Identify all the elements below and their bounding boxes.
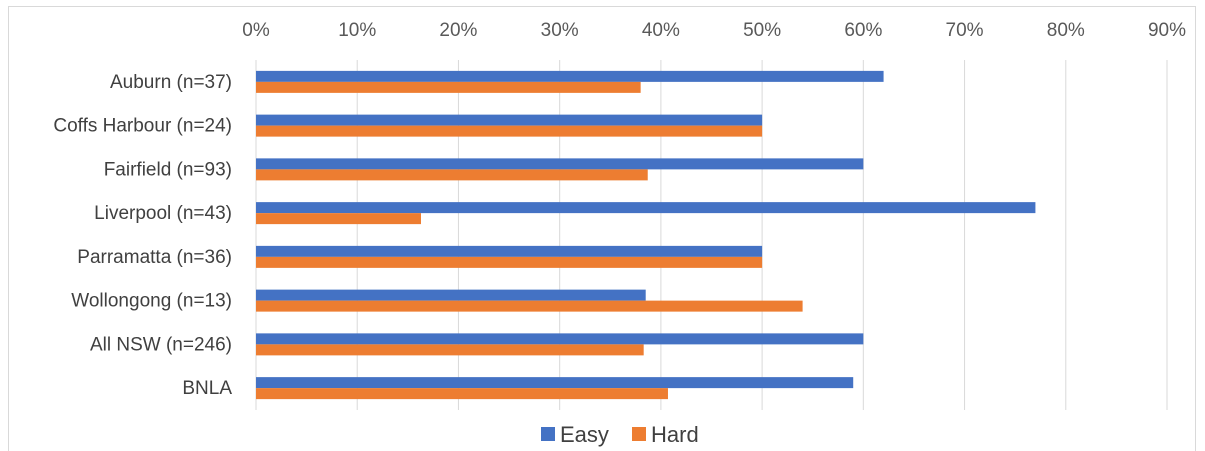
category-label: Fairfield (n=93) <box>104 159 232 180</box>
category-labels: Auburn (n=37) Coffs Harbour (n=24) Fairfie… <box>53 72 232 399</box>
bar-easy <box>256 158 864 170</box>
bar-hard <box>256 213 421 225</box>
x-tick-label: 30% <box>541 20 579 41</box>
category-label: Parramatta (n=36) <box>77 247 232 268</box>
bar-easy <box>256 333 864 345</box>
bar-hard <box>256 169 648 181</box>
x-tick-label: 60% <box>844 20 882 41</box>
x-tick-label: 80% <box>1047 20 1085 41</box>
bar-easy <box>256 245 763 257</box>
bar-easy <box>256 202 1036 214</box>
category-label: Auburn (n=37) <box>110 72 232 93</box>
bar-easy <box>256 70 884 82</box>
legend: Easy Hard <box>541 422 699 447</box>
legend-swatch-easy <box>541 427 555 441</box>
category-label: Wollongong (n=13) <box>71 291 232 312</box>
bar-hard <box>256 388 668 400</box>
bars <box>256 70 1036 400</box>
category-label: Liverpool (n=43) <box>94 203 232 224</box>
x-tick-label: 0% <box>242 20 270 41</box>
bar-hard <box>256 81 641 93</box>
x-tick-label: 50% <box>743 20 781 41</box>
category-label: All NSW (n=246) <box>90 334 232 355</box>
x-tick-label: 10% <box>338 20 376 41</box>
gridlines <box>255 60 1168 410</box>
bar-easy <box>256 114 763 126</box>
bar-easy <box>256 289 646 301</box>
bar-easy <box>256 377 854 389</box>
x-tick-label: 20% <box>439 20 477 41</box>
legend-label-hard: Hard <box>651 422 699 447</box>
bar-hard <box>256 344 644 356</box>
bar-hard <box>256 125 763 137</box>
x-tick-label: 40% <box>642 20 680 41</box>
legend-label-easy: Easy <box>560 422 609 447</box>
category-label: Coffs Harbour (n=24) <box>53 116 232 137</box>
category-label: BNLA <box>182 378 232 399</box>
x-tick-label: 90% <box>1148 20 1186 41</box>
bar-hard <box>256 256 763 268</box>
x-tick-label: 70% <box>946 20 984 41</box>
legend-swatch-hard <box>632 427 646 441</box>
x-tick-labels: 0% 10% 20% 30% 40% 50% 60% 70% 80% 90% <box>242 20 1186 41</box>
chart-frame <box>8 6 1196 451</box>
bar-hard <box>256 300 803 312</box>
